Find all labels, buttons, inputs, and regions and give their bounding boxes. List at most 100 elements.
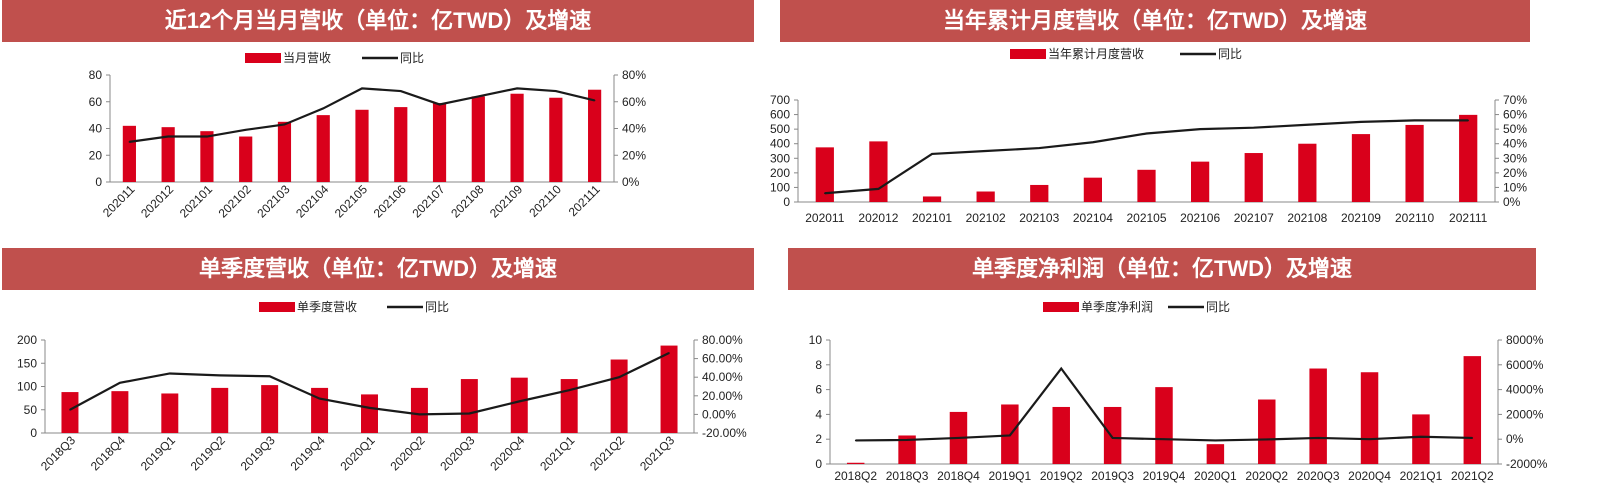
bar: [898, 435, 916, 464]
yoy-point: [854, 439, 857, 442]
yoy-point: [399, 90, 402, 92]
y2-tick-label: 0%: [622, 175, 640, 189]
x-tick-label: 202106: [371, 182, 409, 220]
bar: [261, 385, 279, 433]
y2-tick-label: 0%: [1506, 432, 1524, 446]
panel-quarterly-net-profit: 单季度净利润（单位：亿TWD）及增速 0 2 4 6 8 10 -2000% 0% 2000% 4…: [788, 248, 1548, 500]
x-tick-label: 202107: [1234, 211, 1274, 225]
y2-tick-label: 80.00%: [702, 333, 743, 347]
yoy-point: [1252, 126, 1255, 129]
yoy-point: [568, 389, 570, 392]
panel-quarterly-revenue: 单季度营收（单位：亿TWD）及增速 0 50 100 150 200 -20.00% 0.0…: [2, 248, 754, 500]
yoy-point: [1306, 123, 1309, 126]
x-tick-label: 202103: [254, 182, 292, 220]
y2-tick-label: 0%: [1503, 195, 1521, 209]
panel-cumulative-revenue: 当年累计月度营收（单位：亿TWD）及增速 0 100 200 300 400 500 600…: [770, 0, 1530, 245]
bar: [1459, 114, 1478, 202]
yoy-point: [1420, 435, 1422, 438]
bar: [610, 359, 628, 433]
yoy-point: [1368, 438, 1371, 440]
yoy-point: [318, 397, 321, 400]
yoy-point: [1060, 367, 1063, 370]
bar: [460, 379, 478, 433]
bar: [1083, 177, 1102, 202]
x-tick-label: 202011: [100, 182, 138, 220]
yoy-point: [1265, 438, 1268, 441]
x-tick-label: 202011: [805, 211, 844, 225]
y-tick-label: 400: [770, 137, 790, 151]
x-tick-label: 202110: [1395, 211, 1434, 225]
bar: [1244, 153, 1263, 202]
yoy-point: [438, 103, 441, 106]
y2-tick-label: 8000%: [1506, 333, 1544, 347]
bar: [1030, 184, 1049, 202]
legend-label: 同比: [400, 51, 424, 65]
yoy-point: [218, 374, 221, 377]
yoy-point: [1199, 128, 1201, 130]
y2-tick-label: 30%: [1503, 151, 1527, 165]
yoy-point: [1317, 437, 1319, 439]
yoy-point: [283, 123, 286, 126]
x-tick-label: 2019Q4: [288, 433, 328, 473]
bar: [161, 393, 179, 433]
y-tick-label: 0: [783, 195, 790, 209]
y2-tick-label: -20.00%: [702, 426, 747, 440]
x-tick-label: 2019Q3: [1091, 469, 1134, 483]
bar: [1298, 143, 1317, 202]
legend-label: 同比: [1218, 47, 1242, 61]
legend-swatch-bar: [259, 302, 295, 312]
x-tick-label: 202101: [912, 211, 952, 225]
y-tick-label: 150: [17, 356, 37, 370]
bar: [394, 107, 408, 182]
yoy-point: [1092, 141, 1094, 144]
bar: [1351, 134, 1371, 202]
x-tick-label: 2018Q2: [834, 469, 877, 483]
y2-tick-label: 80%: [622, 68, 646, 82]
bar: [815, 147, 834, 202]
x-tick-label: 2020Q2: [387, 433, 427, 473]
yoy-point: [244, 129, 247, 131]
yoy-point: [167, 135, 169, 138]
y2-tick-label: 20%: [1503, 166, 1527, 180]
x-tick-label: 2020Q4: [1348, 469, 1391, 483]
x-tick-label: 202109: [487, 182, 525, 220]
bar: [660, 345, 678, 433]
x-tick-label: 202108: [448, 182, 486, 220]
x-tick-label: 202102: [966, 211, 1006, 225]
y-tick-label: 700: [770, 93, 790, 107]
x-tick-label: 2020Q2: [1245, 469, 1288, 483]
yoy-point: [1471, 437, 1474, 439]
bar: [1206, 444, 1225, 464]
y2-tick-label: 10%: [1503, 180, 1527, 194]
x-tick-label: 202105: [332, 182, 370, 220]
chart-title: 当年累计月度营收（单位：亿TWD）及增速: [780, 0, 1530, 42]
x-tick-label: 202111: [566, 182, 603, 219]
yoy-point: [169, 372, 171, 375]
x-tick-label: 202111: [1449, 211, 1488, 225]
x-tick-label: 2019Q3: [238, 433, 278, 473]
bar: [239, 136, 253, 182]
yoy-point: [1111, 437, 1114, 439]
yoy-point: [69, 408, 71, 411]
y-tick-label: 100: [770, 180, 790, 194]
yoy-point: [877, 188, 880, 190]
x-tick-label: 2019Q1: [988, 469, 1031, 483]
bar: [211, 387, 229, 433]
x-tick-label: 2021Q1: [1400, 469, 1443, 483]
x-tick-label: 2018Q4: [88, 433, 128, 473]
bar: [161, 127, 175, 182]
chart-quarterly-revenue: 0 50 100 150 200 -20.00% 0.00% 20.00% 40.00% 60.0…: [17, 299, 747, 473]
bar: [1155, 387, 1173, 464]
x-tick-label: 2020Q3: [437, 433, 477, 473]
y-tick-label: 6: [815, 383, 822, 397]
x-tick-label: 202108: [1287, 211, 1327, 225]
x-tick-label: 2021Q3: [637, 433, 677, 473]
yoy-point: [468, 412, 471, 415]
yoy-point: [477, 95, 480, 98]
yoy-point: [361, 87, 363, 90]
yoy-point: [1214, 439, 1217, 442]
bar: [1258, 399, 1276, 464]
bar: [355, 109, 369, 182]
